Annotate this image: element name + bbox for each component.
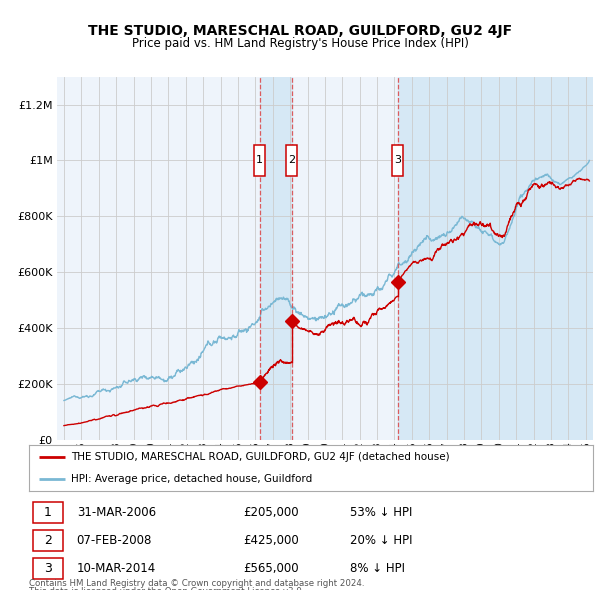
- Text: 20% ↓ HPI: 20% ↓ HPI: [350, 534, 413, 547]
- Text: This data is licensed under the Open Government Licence v3.0.: This data is licensed under the Open Gov…: [29, 587, 304, 590]
- FancyBboxPatch shape: [392, 145, 403, 176]
- Text: £205,000: £205,000: [243, 506, 299, 519]
- Text: 10-MAR-2014: 10-MAR-2014: [77, 562, 156, 575]
- Text: THE STUDIO, MARESCHAL ROAD, GUILDFORD, GU2 4JF (detached house): THE STUDIO, MARESCHAL ROAD, GUILDFORD, G…: [71, 453, 450, 462]
- Text: Price paid vs. HM Land Registry's House Price Index (HPI): Price paid vs. HM Land Registry's House …: [131, 37, 469, 50]
- Text: 1: 1: [256, 155, 263, 165]
- Bar: [260, 77, 292, 440]
- Text: 3: 3: [44, 562, 52, 575]
- Text: THE STUDIO, MARESCHAL ROAD, GUILDFORD, GU2 4JF: THE STUDIO, MARESCHAL ROAD, GUILDFORD, G…: [88, 24, 512, 38]
- Text: 2: 2: [44, 534, 52, 547]
- Text: 07-FEB-2008: 07-FEB-2008: [77, 534, 152, 547]
- Text: 53% ↓ HPI: 53% ↓ HPI: [350, 506, 413, 519]
- Text: HPI: Average price, detached house, Guildford: HPI: Average price, detached house, Guil…: [71, 474, 313, 484]
- FancyBboxPatch shape: [286, 145, 297, 176]
- Bar: [398, 77, 593, 440]
- Text: 31-MAR-2006: 31-MAR-2006: [77, 506, 156, 519]
- FancyBboxPatch shape: [34, 502, 62, 523]
- Text: 2: 2: [288, 155, 295, 165]
- Text: £425,000: £425,000: [243, 534, 299, 547]
- Text: 1: 1: [44, 506, 52, 519]
- FancyBboxPatch shape: [34, 558, 62, 579]
- Text: £565,000: £565,000: [243, 562, 299, 575]
- FancyBboxPatch shape: [34, 530, 62, 550]
- Text: Contains HM Land Registry data © Crown copyright and database right 2024.: Contains HM Land Registry data © Crown c…: [29, 579, 364, 588]
- FancyBboxPatch shape: [254, 145, 265, 176]
- Text: 8% ↓ HPI: 8% ↓ HPI: [350, 562, 405, 575]
- Bar: [577, 77, 593, 440]
- Text: 3: 3: [394, 155, 401, 165]
